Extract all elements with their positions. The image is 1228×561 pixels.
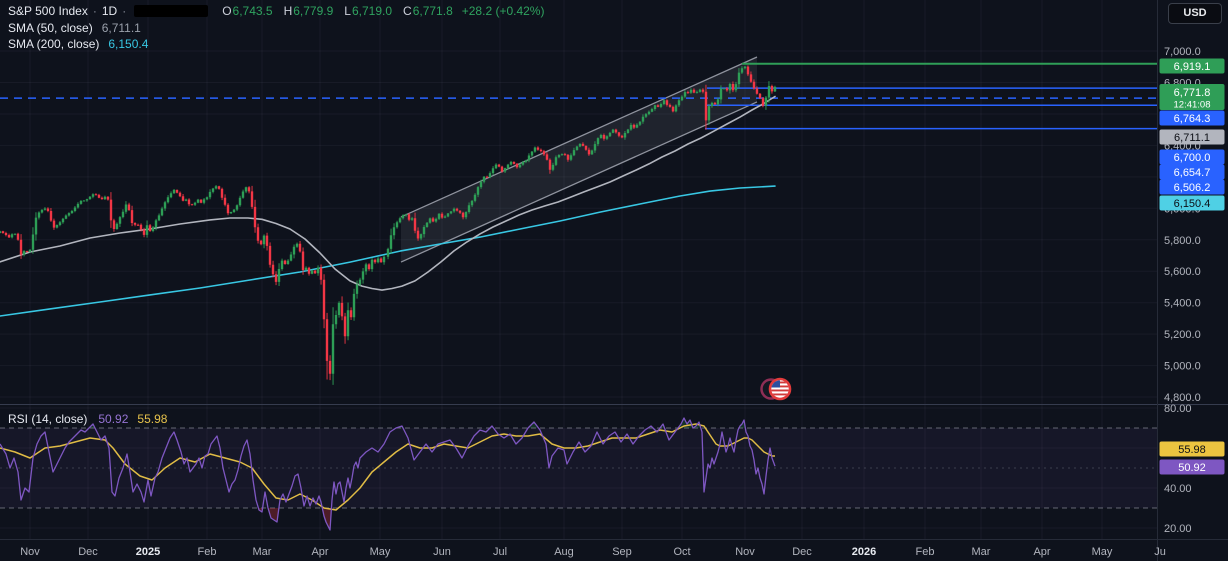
sma200-legend[interactable]: SMA (200, close) 6,150.4: [8, 37, 148, 51]
rsi-overbought-fill: [528, 422, 539, 428]
time-tick-label: Jul: [493, 546, 507, 558]
time-tick-label: Feb: [198, 546, 217, 558]
price-label-chip: [1159, 58, 1225, 74]
currency-toggle-button[interactable]: USD: [1168, 3, 1222, 24]
trend-channel[interactable]: [401, 56, 757, 263]
axis-tick-label: 20.00: [1164, 523, 1192, 535]
sma-200-line: [0, 185, 776, 317]
price-label-chip: [1159, 441, 1225, 457]
rsi-value: 50.92: [98, 412, 129, 426]
price-label-chip: [1159, 164, 1225, 180]
rsi-ma-value: 55.98: [137, 412, 168, 426]
time-tick-label: Jun: [433, 546, 451, 558]
axis-tick-label: 5,000.0: [1164, 361, 1201, 373]
last-price-label: 6,771.8: [1174, 87, 1211, 99]
price-label-text: 6,711.1: [1174, 132, 1210, 144]
price-label-chip: [1159, 179, 1225, 195]
axis-tick-label: 5,400.0: [1164, 298, 1201, 310]
time-tick-label: Feb: [916, 546, 935, 558]
rsi-ma-line: [0, 423, 775, 511]
time-tick-label: Nov: [735, 546, 755, 558]
rsi-line: [0, 417, 776, 531]
time-axis[interactable]: Nov Dec 2025 Feb Mar Apr May Jun Jul Aug Sep Oct Nov…: [20, 546, 1166, 558]
axis-tick-label: 5,600.0: [1164, 266, 1201, 278]
axis-tick-label: 40.00: [1164, 483, 1192, 495]
axis-tick-label: 5,200.0: [1164, 329, 1201, 341]
price-label-text: 6,654.7: [1174, 167, 1211, 179]
price-label-text: 55.98: [1178, 444, 1206, 456]
time-tick-label: May: [1092, 546, 1113, 558]
sma50-value: 6,711.1: [101, 21, 141, 35]
price-label-chip: [1159, 149, 1225, 165]
channel-bottom-line[interactable]: [400, 101, 758, 263]
legend-separator: ·: [92, 4, 97, 18]
ohlc-low: L6,719.0: [344, 4, 393, 18]
us-flag-event-icon[interactable]: [760, 377, 792, 401]
time-tick-label: Apr: [311, 546, 328, 558]
channel-top-line[interactable]: [400, 56, 758, 218]
price-label-chip: [1159, 195, 1225, 211]
ohlc-open: O6,743.5: [222, 4, 273, 18]
sma200-label: SMA (200, close): [8, 37, 100, 51]
sma50-legend[interactable]: SMA (50, close) 6,711.1: [8, 21, 141, 35]
price-label-chip: [1159, 129, 1225, 145]
rsi-oversold-fill: [322, 508, 332, 530]
time-tick-label: Apr: [1033, 546, 1050, 558]
price-label-text: 6,506.2: [1174, 182, 1211, 194]
time-tick-label: Sep: [612, 546, 632, 558]
price-label-text: 50.92: [1178, 462, 1206, 474]
time-tick-label: Nov: [20, 546, 40, 558]
price-axis[interactable]: 7,000.06,800.06,600.06,400.06,200.06,000…: [1159, 46, 1225, 535]
rsi-label: RSI (14, close): [8, 412, 88, 426]
time-tick-label: May: [370, 546, 391, 558]
price-label-chip: [1159, 459, 1225, 475]
price-label-text: 6,700.0: [1174, 152, 1211, 164]
rsi-oversold-fill: [268, 508, 279, 522]
sma50-label: SMA (50, close): [8, 21, 93, 35]
price-label-text: 6,764.3: [1174, 113, 1211, 125]
sma-50-line: [0, 95, 776, 291]
legend-separator: ·: [122, 4, 127, 18]
rsi-legend[interactable]: RSI (14, close) 50.92 55.98: [8, 412, 167, 426]
change-value: +28.2 (+0.42%): [461, 4, 545, 18]
time-tick-label: Dec: [78, 546, 98, 558]
time-tick-label: Oct: [673, 546, 690, 558]
axis-tick-label: 7,000.0: [1164, 46, 1201, 58]
time-tick-label: 2025: [136, 546, 160, 558]
timeframe-label[interactable]: 1D: [101, 4, 118, 18]
time-tick-label: Aug: [554, 546, 574, 558]
ohlc-high: H6,779.9: [283, 4, 334, 18]
time-tick-label: 2026: [852, 546, 876, 558]
time-tick-label: Ju: [1154, 546, 1166, 558]
time-tick-label: Mar: [972, 546, 991, 558]
redacted-source-box: [134, 5, 209, 17]
symbol-legend[interactable]: S&P 500 Index · 1D · O6,743.5 H6,779.9 L…: [8, 4, 544, 18]
sma200-value: 6,150.4: [108, 37, 149, 51]
rsi-band: [0, 428, 1157, 508]
axis-tick-label: 5,800.0: [1164, 235, 1201, 247]
bar-countdown: 12:41:08: [1174, 100, 1211, 111]
price-label-chip: [1159, 84, 1225, 110]
axis-tick-label: 4,800.0: [1164, 392, 1201, 404]
symbol-title[interactable]: S&P 500 Index: [8, 4, 88, 18]
time-tick-label: Dec: [792, 546, 812, 558]
price-label-text: 6,919.1: [1174, 61, 1211, 73]
price-label-text: 6,150.4: [1174, 198, 1211, 210]
ohlc-close: C6,771.8: [403, 4, 453, 18]
axis-tick-label: 80.00: [1164, 403, 1192, 415]
price-label-chip: [1159, 110, 1225, 126]
time-tick-label: Mar: [253, 546, 272, 558]
